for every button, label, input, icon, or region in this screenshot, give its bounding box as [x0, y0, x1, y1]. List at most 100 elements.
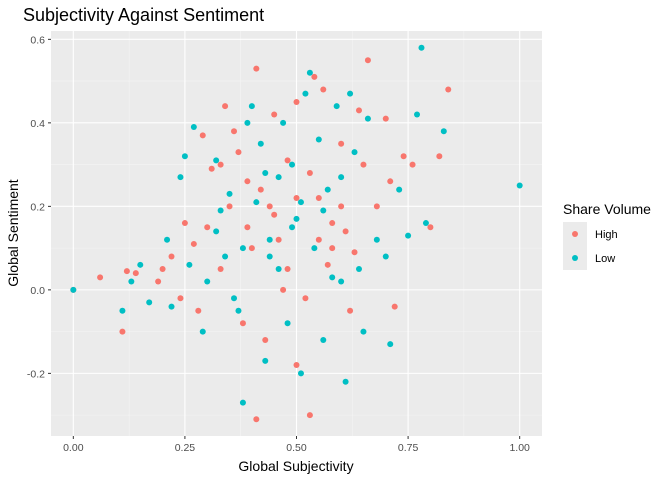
data-point-high [208, 165, 215, 172]
data-point-low [217, 207, 224, 214]
data-point-high [364, 57, 371, 64]
data-point-low [338, 174, 345, 181]
data-point-high [195, 307, 202, 314]
y-axis-title: Global Sentiment [5, 179, 21, 287]
data-point-high [284, 265, 291, 272]
data-point-low [146, 299, 153, 306]
data-point-high [248, 245, 255, 252]
data-point-high [168, 253, 175, 260]
data-point-high [244, 224, 251, 231]
data-point-low [422, 220, 429, 227]
legend: Share Volume High Low [563, 201, 651, 270]
data-point-low [333, 103, 340, 110]
data-point-high [257, 186, 264, 193]
data-point-high [177, 295, 184, 302]
data-point-low [329, 274, 336, 281]
data-point-high [293, 98, 300, 105]
data-point-high [159, 265, 166, 272]
data-point-low [351, 149, 358, 156]
data-point-high [338, 203, 345, 210]
data-point-high [204, 224, 211, 231]
data-point-high [271, 111, 278, 118]
data-point-low [275, 265, 282, 272]
data-point-low [382, 253, 389, 260]
data-point-high [338, 140, 345, 147]
data-point-high [306, 169, 313, 176]
data-point-high [302, 295, 309, 302]
data-point-low [213, 157, 220, 164]
data-point-low [226, 190, 233, 197]
data-point-high [373, 203, 380, 210]
legend-label-low: Low [595, 253, 615, 265]
data-point-low [306, 69, 313, 76]
data-point-high [409, 161, 416, 168]
data-point-low [516, 182, 523, 189]
legend-label-high: High [595, 229, 618, 241]
data-point-high [253, 416, 260, 423]
legend-marker-low [572, 255, 578, 261]
data-point-low [293, 215, 300, 222]
data-point-low [311, 245, 318, 252]
data-point-high [306, 412, 313, 419]
data-point-high [347, 307, 354, 314]
data-point-low [387, 341, 394, 348]
data-point-low [235, 307, 242, 314]
data-point-high [427, 224, 434, 231]
x-axis-ticks: 0.00 0.25 0.50 0.75 1.00 [63, 436, 530, 454]
data-point-high [181, 220, 188, 227]
data-point-low [289, 224, 296, 231]
data-point-low [364, 115, 371, 122]
data-point-low [414, 111, 421, 118]
data-point-low [297, 370, 304, 377]
data-point-high [329, 245, 336, 252]
x-axis-title: Global Subjectivity [238, 458, 353, 474]
data-point-low [315, 136, 322, 143]
data-point-low [204, 278, 211, 285]
data-point-high [355, 107, 362, 114]
x-tick-label: 0.75 [398, 442, 419, 454]
data-point-high [244, 178, 251, 185]
data-point-low [262, 169, 269, 176]
y-tick-label: 0.0 [30, 285, 45, 297]
data-point-high [239, 320, 246, 327]
data-point-low [168, 303, 175, 310]
y-axis-ticks: -0.2 0.0 0.2 0.4 0.6 [27, 34, 51, 380]
legend-marker-high [572, 231, 578, 237]
data-point-low [302, 90, 309, 97]
y-tick-label: 0.2 [30, 201, 45, 213]
x-tick-label: 0.25 [175, 442, 196, 454]
data-point-low [280, 119, 287, 126]
data-point-high [315, 195, 322, 202]
data-point-high [445, 86, 452, 93]
data-point-low [186, 261, 193, 268]
x-tick-label: 0.00 [63, 442, 84, 454]
data-point-low [266, 236, 273, 243]
y-tick-label: 0.4 [30, 118, 45, 130]
data-point-high [382, 115, 389, 122]
data-point-low [289, 161, 296, 168]
data-point-high [271, 211, 278, 218]
x-tick-label: 0.50 [286, 442, 307, 454]
data-point-high [217, 161, 224, 168]
data-point-low [213, 228, 220, 235]
data-point-low [284, 320, 291, 327]
data-point-high [226, 203, 233, 210]
data-point-high [155, 278, 162, 285]
data-point-low [70, 286, 77, 293]
data-point-high [132, 270, 139, 277]
data-point-low [342, 378, 349, 385]
data-point-high [262, 336, 269, 343]
data-point-low [373, 236, 380, 243]
data-point-high [329, 220, 336, 227]
data-point-high [280, 286, 287, 293]
data-point-low [164, 236, 171, 243]
data-point-low [199, 328, 206, 335]
data-point-low [181, 153, 188, 160]
data-point-high [253, 65, 260, 72]
data-point-high [190, 240, 197, 247]
data-point-low [253, 199, 260, 206]
data-point-high [324, 261, 331, 268]
data-point-high [231, 128, 238, 135]
data-point-low [297, 199, 304, 206]
data-point-low [244, 119, 251, 126]
